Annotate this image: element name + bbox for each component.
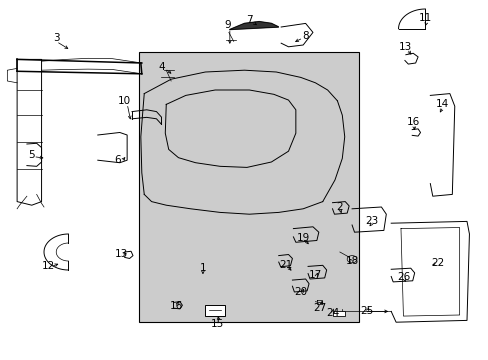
FancyBboxPatch shape	[139, 52, 359, 322]
Text: 12: 12	[42, 261, 56, 271]
Text: 16: 16	[406, 117, 419, 127]
Polygon shape	[229, 22, 278, 30]
Text: 7: 7	[245, 15, 252, 25]
Text: 26: 26	[396, 272, 409, 282]
Text: 22: 22	[430, 258, 444, 268]
Bar	[332, 311, 344, 316]
Text: 16: 16	[169, 301, 183, 311]
Text: 11: 11	[418, 13, 431, 23]
Text: 21: 21	[279, 260, 292, 270]
Text: 15: 15	[210, 319, 224, 329]
Text: 20: 20	[294, 287, 306, 297]
Text: 13: 13	[114, 249, 128, 259]
Text: 9: 9	[224, 20, 230, 30]
Text: 4: 4	[158, 62, 164, 72]
Text: 5: 5	[28, 150, 35, 160]
Bar	[205, 305, 224, 316]
Text: 8: 8	[302, 31, 308, 41]
Text: 3: 3	[53, 33, 60, 43]
Text: 13: 13	[398, 42, 412, 52]
Text: 27: 27	[313, 303, 326, 313]
Text: 18: 18	[345, 256, 358, 266]
Text: 14: 14	[435, 99, 448, 109]
Text: 24: 24	[325, 308, 339, 318]
Text: 1: 1	[199, 263, 206, 273]
Text: 23: 23	[364, 216, 378, 226]
Text: 6: 6	[114, 155, 121, 165]
Text: 10: 10	[118, 96, 131, 106]
Text: 25: 25	[359, 306, 373, 316]
Text: 17: 17	[308, 270, 322, 280]
Text: 19: 19	[296, 233, 309, 243]
Text: 2: 2	[336, 202, 343, 212]
